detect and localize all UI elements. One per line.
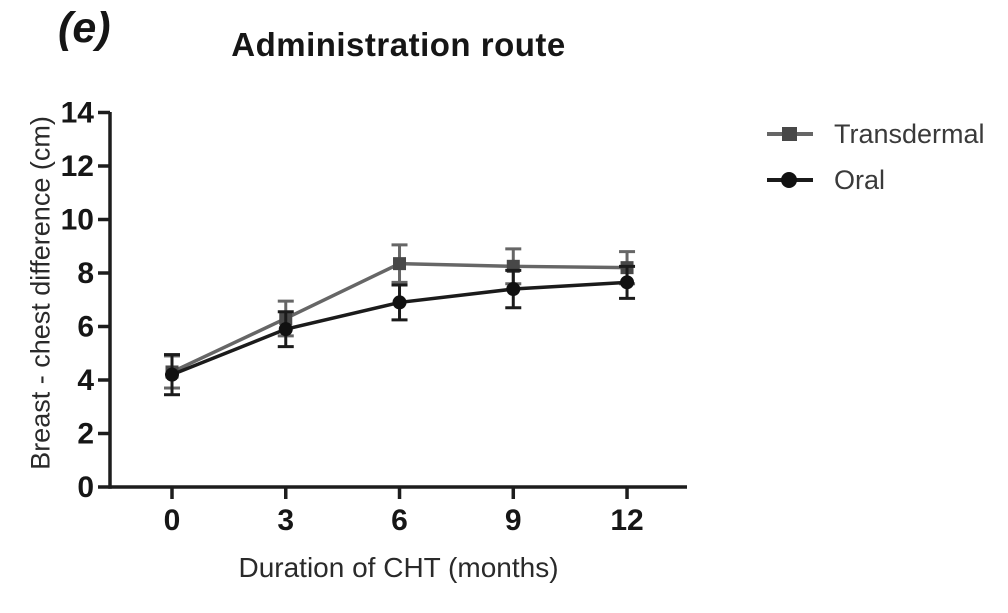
oral-series-icon <box>767 172 813 188</box>
circle-data-marker <box>165 367 179 382</box>
x-tick-label: 0 <box>164 504 181 537</box>
circle-marker-icon <box>781 172 797 188</box>
circle-data-marker <box>506 282 521 297</box>
y-tick-label: 0 <box>77 471 94 504</box>
circle-data-marker <box>392 295 407 310</box>
transdermal-series-icon <box>767 127 813 141</box>
circle-data-marker <box>278 322 293 337</box>
y-tick-label: 12 <box>61 150 94 183</box>
y-tick-label: 10 <box>61 204 94 237</box>
axes: 0 2 4 6 8 10 12 14 0 3 6 9 12 <box>61 97 687 537</box>
legend-label-transdermal: Transdermal <box>834 118 985 149</box>
chart-legend: Transdermal Oral <box>766 116 985 208</box>
x-axis-title: Duration of CHT (months) <box>238 552 559 583</box>
y-tick-label: 14 <box>61 97 95 130</box>
square-marker-icon <box>782 127 797 141</box>
y-axis-title: Breast - chest difference (cm) <box>25 116 56 470</box>
x-tick-label: 12 <box>610 504 643 537</box>
x-tick-label: 3 <box>277 504 294 537</box>
chart-title: Administration route <box>231 26 566 63</box>
y-tick-label: 8 <box>77 257 94 290</box>
y-tick-label: 6 <box>77 311 94 344</box>
x-tick-label: 9 <box>505 504 522 537</box>
legend-row-oral: Oral <box>766 162 985 198</box>
square-data-marker <box>393 257 407 271</box>
legend-label-oral: Oral <box>834 164 886 195</box>
series-oral <box>164 264 636 397</box>
legend-row-transdermal: Transdermal <box>766 116 985 152</box>
circle-data-marker <box>620 275 635 290</box>
y-tick-label: 4 <box>77 364 94 397</box>
panel-letter-label: (e) <box>58 4 111 52</box>
x-tick-label: 6 <box>391 504 408 537</box>
y-tick-label: 2 <box>77 418 94 451</box>
